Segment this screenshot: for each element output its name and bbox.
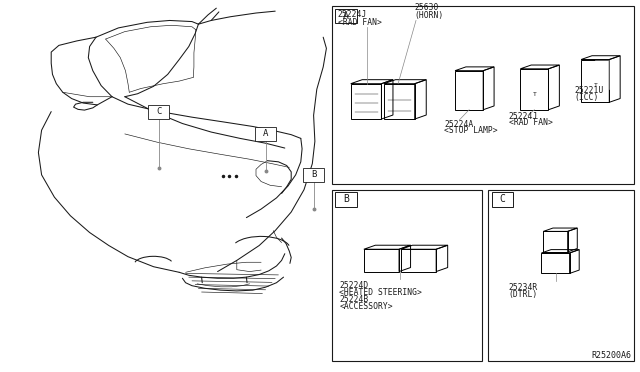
Text: <RAD FAN>: <RAD FAN> — [338, 18, 382, 27]
Text: 25224J: 25224J — [509, 112, 538, 121]
Text: 25221U: 25221U — [575, 86, 604, 95]
Text: 25234R: 25234R — [508, 283, 538, 292]
Text: A: A — [343, 11, 349, 21]
Bar — [492, 192, 513, 207]
Text: 25224A: 25224A — [444, 120, 474, 129]
Text: R25200A6: R25200A6 — [591, 351, 631, 360]
Bar — [335, 9, 357, 23]
Text: A: A — [263, 129, 268, 138]
Text: 25630: 25630 — [415, 3, 439, 12]
Text: C: C — [156, 107, 161, 116]
Text: 25224J: 25224J — [338, 10, 367, 19]
Text: C: C — [499, 195, 506, 204]
Text: B: B — [343, 195, 349, 204]
Text: <ACCESSORY>: <ACCESSORY> — [339, 302, 393, 311]
Bar — [255, 127, 276, 141]
Text: (ICC): (ICC) — [575, 93, 599, 102]
Bar — [303, 168, 324, 182]
Bar — [488, 190, 634, 361]
Text: T: T — [593, 83, 597, 88]
Text: <HEATED STEERING>: <HEATED STEERING> — [339, 288, 422, 297]
Bar — [148, 105, 169, 119]
Text: T: T — [532, 92, 536, 97]
Text: (DTRL): (DTRL) — [508, 290, 538, 299]
Bar — [335, 192, 357, 207]
Text: (HORN): (HORN) — [415, 12, 444, 20]
Text: <RAD FAN>: <RAD FAN> — [509, 118, 553, 127]
Bar — [332, 6, 634, 184]
Text: <STOP LAMP>: <STOP LAMP> — [444, 126, 498, 135]
Text: B: B — [311, 170, 316, 179]
Bar — [332, 190, 482, 361]
Text: 25224D: 25224D — [339, 281, 369, 290]
Text: 25224B: 25224B — [339, 295, 369, 304]
